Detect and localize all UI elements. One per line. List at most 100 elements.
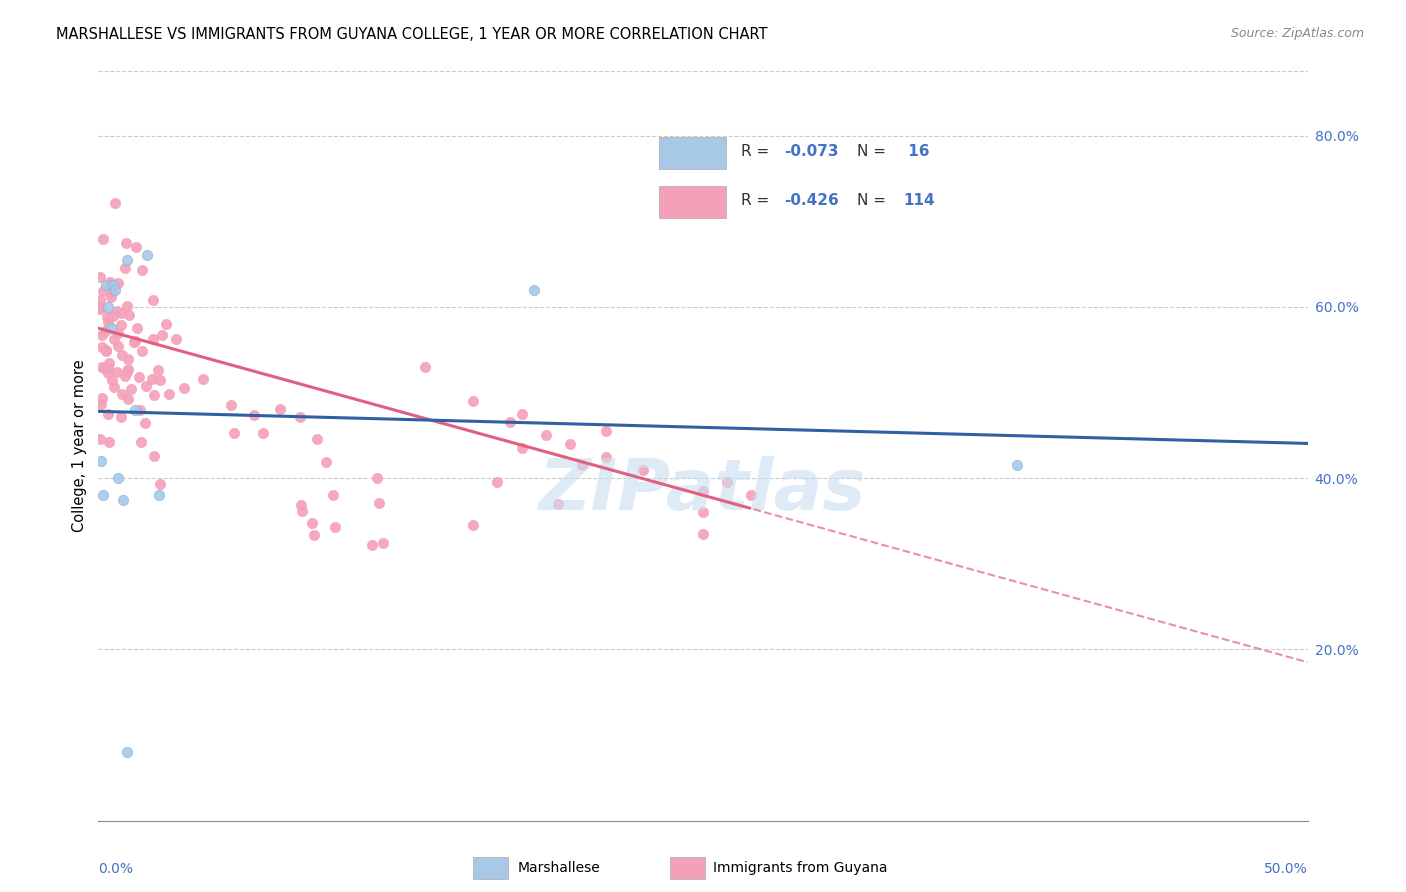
Point [252,426,274,441]
Point [692,526,714,541]
Point [90,397,112,411]
Point [101,373,124,387]
Point [93,285,115,299]
Point [222,425,245,440]
Point [103,309,125,323]
Point [115,365,138,379]
Point [290,498,312,512]
Point [124,402,146,417]
Point [110,306,132,320]
Point [100,321,122,335]
Point [125,240,148,254]
Point [94,343,117,357]
Point [114,369,136,384]
Point [105,365,128,379]
Point [486,475,509,490]
Point [191,372,214,386]
Point [141,372,163,386]
Point [90,327,112,342]
Point [105,304,128,318]
Point [89,432,111,446]
Point [94,278,117,293]
Point [165,332,187,346]
Point [110,409,132,424]
Point [103,380,125,394]
Text: Immigrants from Guyana: Immigrants from Guyana [713,861,887,875]
Point [558,437,581,451]
Point [103,332,125,346]
Point [131,263,153,277]
Point [142,293,165,307]
Text: Marshallese: Marshallese [517,861,600,875]
Point [94,324,117,338]
Text: N =: N = [858,145,891,160]
Point [89,302,111,317]
Point [366,471,388,485]
Point [740,488,762,502]
Point [117,745,139,759]
Point [111,492,134,507]
Point [510,441,533,455]
Point [360,538,382,552]
Point [129,434,152,449]
Point [93,360,115,375]
Text: 114: 114 [903,194,935,209]
Point [322,487,344,501]
Text: -0.426: -0.426 [785,194,839,209]
Point [90,360,112,375]
Text: Source: ZipAtlas.com: Source: ZipAtlas.com [1230,27,1364,40]
Point [101,278,124,293]
Point [135,248,157,262]
Point [98,434,121,449]
Point [100,290,122,304]
FancyBboxPatch shape [659,186,725,218]
Point [90,454,112,468]
Point [97,361,120,376]
Point [107,276,129,290]
Point [115,299,138,313]
Point [173,381,195,395]
Point [301,516,323,531]
Point [122,334,145,349]
Point [128,370,150,384]
Point [111,348,134,362]
Point [534,428,557,442]
Point [302,528,325,542]
Point [243,409,266,423]
Point [463,518,485,533]
Point [142,332,165,346]
Point [595,450,617,464]
Point [97,315,120,329]
Text: N =: N = [858,194,891,209]
Point [100,276,122,290]
Point [571,458,593,473]
Point [148,363,170,377]
Point [135,379,157,393]
FancyBboxPatch shape [659,137,725,169]
Point [523,283,546,297]
Text: -0.073: -0.073 [785,145,838,160]
Point [117,252,139,267]
Point [315,455,337,469]
Point [155,318,177,332]
Point [716,475,738,490]
Point [110,318,132,332]
Point [127,321,149,335]
Point [143,387,166,401]
Point [117,308,139,322]
Point [150,327,173,342]
Point [288,410,311,425]
Point [107,338,129,352]
Point [100,285,122,300]
Point [219,398,242,412]
Point [120,382,142,396]
Point [104,283,127,297]
Text: ZIPatlas: ZIPatlas [540,457,866,525]
Point [117,351,139,366]
Text: 50.0%: 50.0% [1264,862,1308,876]
Point [1007,458,1029,473]
Point [117,392,139,407]
Point [97,300,120,314]
Point [307,433,329,447]
Point [94,343,117,358]
